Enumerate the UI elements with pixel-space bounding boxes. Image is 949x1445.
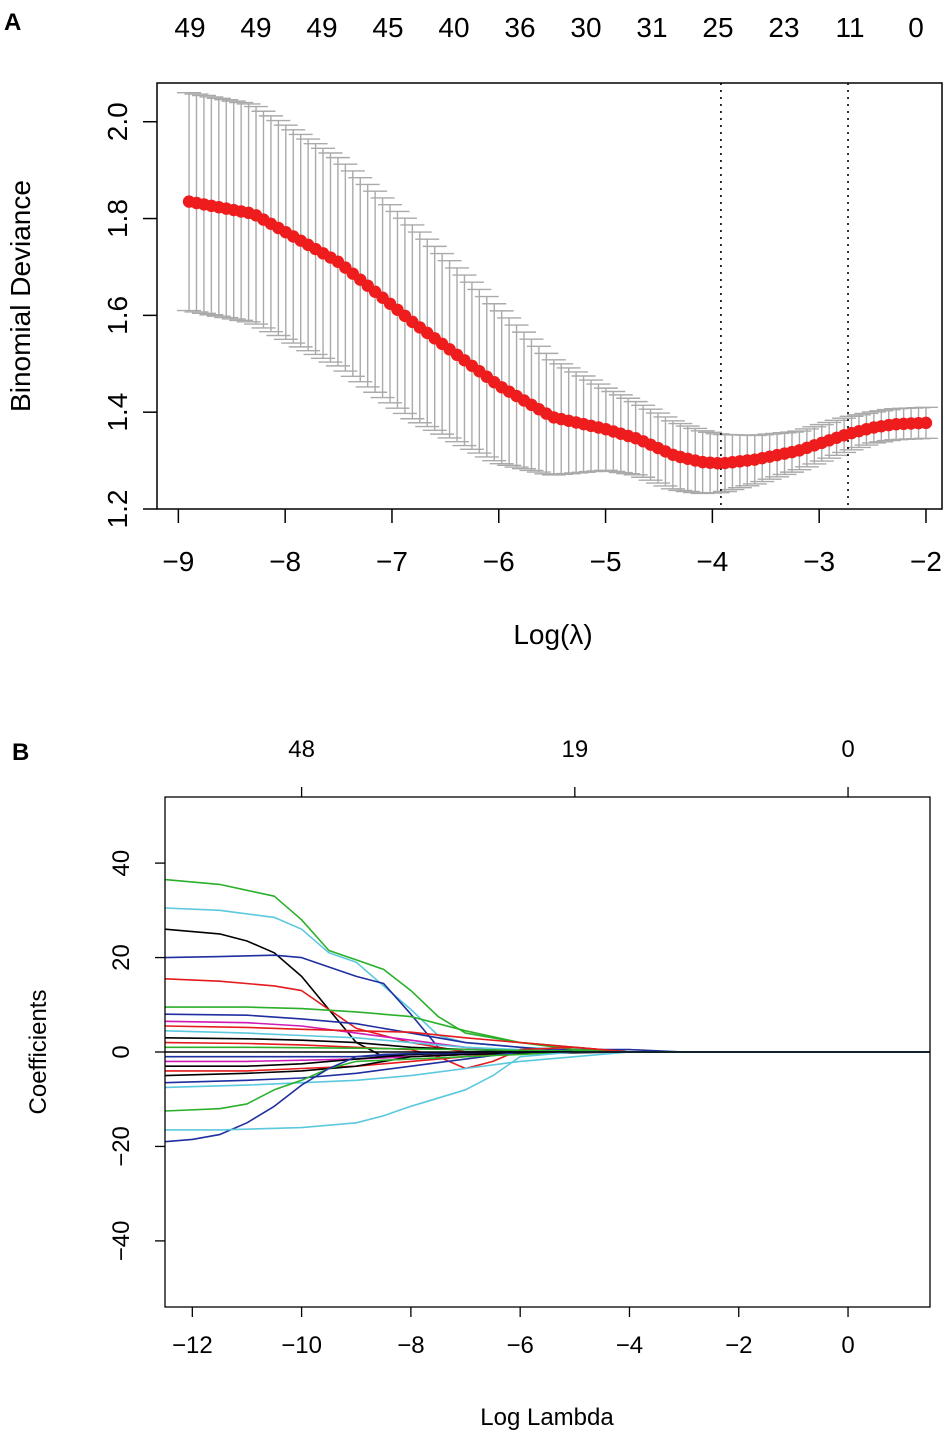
top-axis-counts: 48 19 0 bbox=[288, 736, 855, 797]
y-tick-label: −20 bbox=[108, 1126, 135, 1167]
coefficient-path bbox=[165, 954, 930, 1053]
x-tick-label: −9 bbox=[162, 546, 194, 577]
top-count-label: 31 bbox=[636, 12, 667, 43]
coefficient-path bbox=[165, 1051, 930, 1143]
x-tick-label: −4 bbox=[696, 546, 728, 577]
panel-a-label: A bbox=[4, 9, 21, 36]
top-count-label: 49 bbox=[240, 12, 271, 43]
x-tick-label: −6 bbox=[506, 1332, 533, 1359]
coefficient-path bbox=[165, 1051, 930, 1084]
points-group bbox=[182, 195, 933, 470]
y-tick-label: 1.6 bbox=[102, 296, 133, 335]
coefficient-path bbox=[165, 928, 930, 1058]
y-tick-label: 20 bbox=[108, 944, 135, 971]
x-tick-label: −8 bbox=[397, 1332, 424, 1359]
x-tick-label: −2 bbox=[910, 546, 942, 577]
coefficient-path bbox=[165, 1051, 930, 1112]
top-count-label: 25 bbox=[702, 12, 733, 43]
y-axis-title: Binomial Deviance bbox=[5, 180, 36, 412]
top-count-label: 0 bbox=[841, 736, 854, 763]
plot-box bbox=[156, 82, 943, 510]
top-count-label: 19 bbox=[561, 736, 588, 763]
x-axis-title: Log(λ) bbox=[513, 619, 592, 650]
panel-b-label: B bbox=[12, 739, 29, 766]
x-tick-label: 0 bbox=[841, 1332, 854, 1359]
coefficient-path bbox=[165, 1051, 930, 1077]
x-tick-label: −2 bbox=[725, 1332, 752, 1359]
x-tick-label: −5 bbox=[590, 546, 622, 577]
y-tick-label: 40 bbox=[108, 850, 135, 877]
x-tick-label: −8 bbox=[269, 546, 301, 577]
top-count-label: 0 bbox=[908, 12, 924, 43]
top-count-label: 36 bbox=[504, 12, 535, 43]
top-count-label: 45 bbox=[372, 12, 403, 43]
top-count-label: 40 bbox=[438, 12, 469, 43]
y-axis-title: Coefficients bbox=[25, 990, 52, 1115]
deviance-point bbox=[919, 416, 933, 430]
top-count-label: 11 bbox=[835, 12, 864, 43]
x-tick-label: −7 bbox=[376, 546, 408, 577]
top-count-label: 48 bbox=[288, 736, 315, 763]
x-tick-label: −12 bbox=[172, 1332, 213, 1359]
y-tick-label: −40 bbox=[108, 1221, 135, 1262]
y-tick-label: 1.4 bbox=[102, 393, 133, 432]
x-tick-label: −6 bbox=[483, 546, 515, 577]
vlines-group bbox=[720, 83, 849, 509]
top-axis-counts: 49 49 49 45 40 36 30 31 25 23 11 0 bbox=[174, 12, 923, 43]
coefficient-path bbox=[165, 1051, 930, 1131]
y-tick-label: 1.8 bbox=[102, 199, 133, 238]
y-axis: −40 −20 0 20 40 bbox=[108, 850, 165, 1261]
top-count-label: 30 bbox=[570, 12, 601, 43]
x-tick-label: −3 bbox=[803, 546, 835, 577]
top-count-label: 49 bbox=[174, 12, 205, 43]
errorbars-group bbox=[177, 91, 938, 495]
x-axis-title: Log Lambda bbox=[480, 1404, 614, 1431]
panel-a-deviance-plot: A −9 −8 −7 −6 −5 −4 −3 −2 1.21.41.61.82.0 49 49 4… bbox=[4, 9, 943, 650]
coefficient-path bbox=[165, 1041, 930, 1070]
coefficient-path bbox=[165, 878, 930, 1053]
x-axis: −12 −10 −8 −6 −4 −2 0 bbox=[172, 1307, 855, 1359]
x-tick-label: −10 bbox=[281, 1332, 322, 1359]
coefficient-lines-group bbox=[165, 878, 930, 1143]
x-tick-label: −4 bbox=[616, 1332, 643, 1359]
y-axis: 1.2 1.4 1.6 1.8 2.0 bbox=[102, 102, 157, 528]
coefficient-path bbox=[165, 1051, 930, 1089]
y-tick-label: 0 bbox=[108, 1045, 135, 1058]
top-count-label: 49 bbox=[306, 12, 337, 43]
x-axis: −9 −8 −7 −6 −5 −4 −3 −2 bbox=[162, 509, 942, 577]
coefficient-path bbox=[165, 977, 930, 1053]
y-tick-label: 2.0 bbox=[102, 102, 133, 141]
y-tick-label: 1.2 bbox=[102, 490, 133, 529]
coefficient-path bbox=[165, 907, 930, 1053]
top-count-label: 23 bbox=[768, 12, 799, 43]
